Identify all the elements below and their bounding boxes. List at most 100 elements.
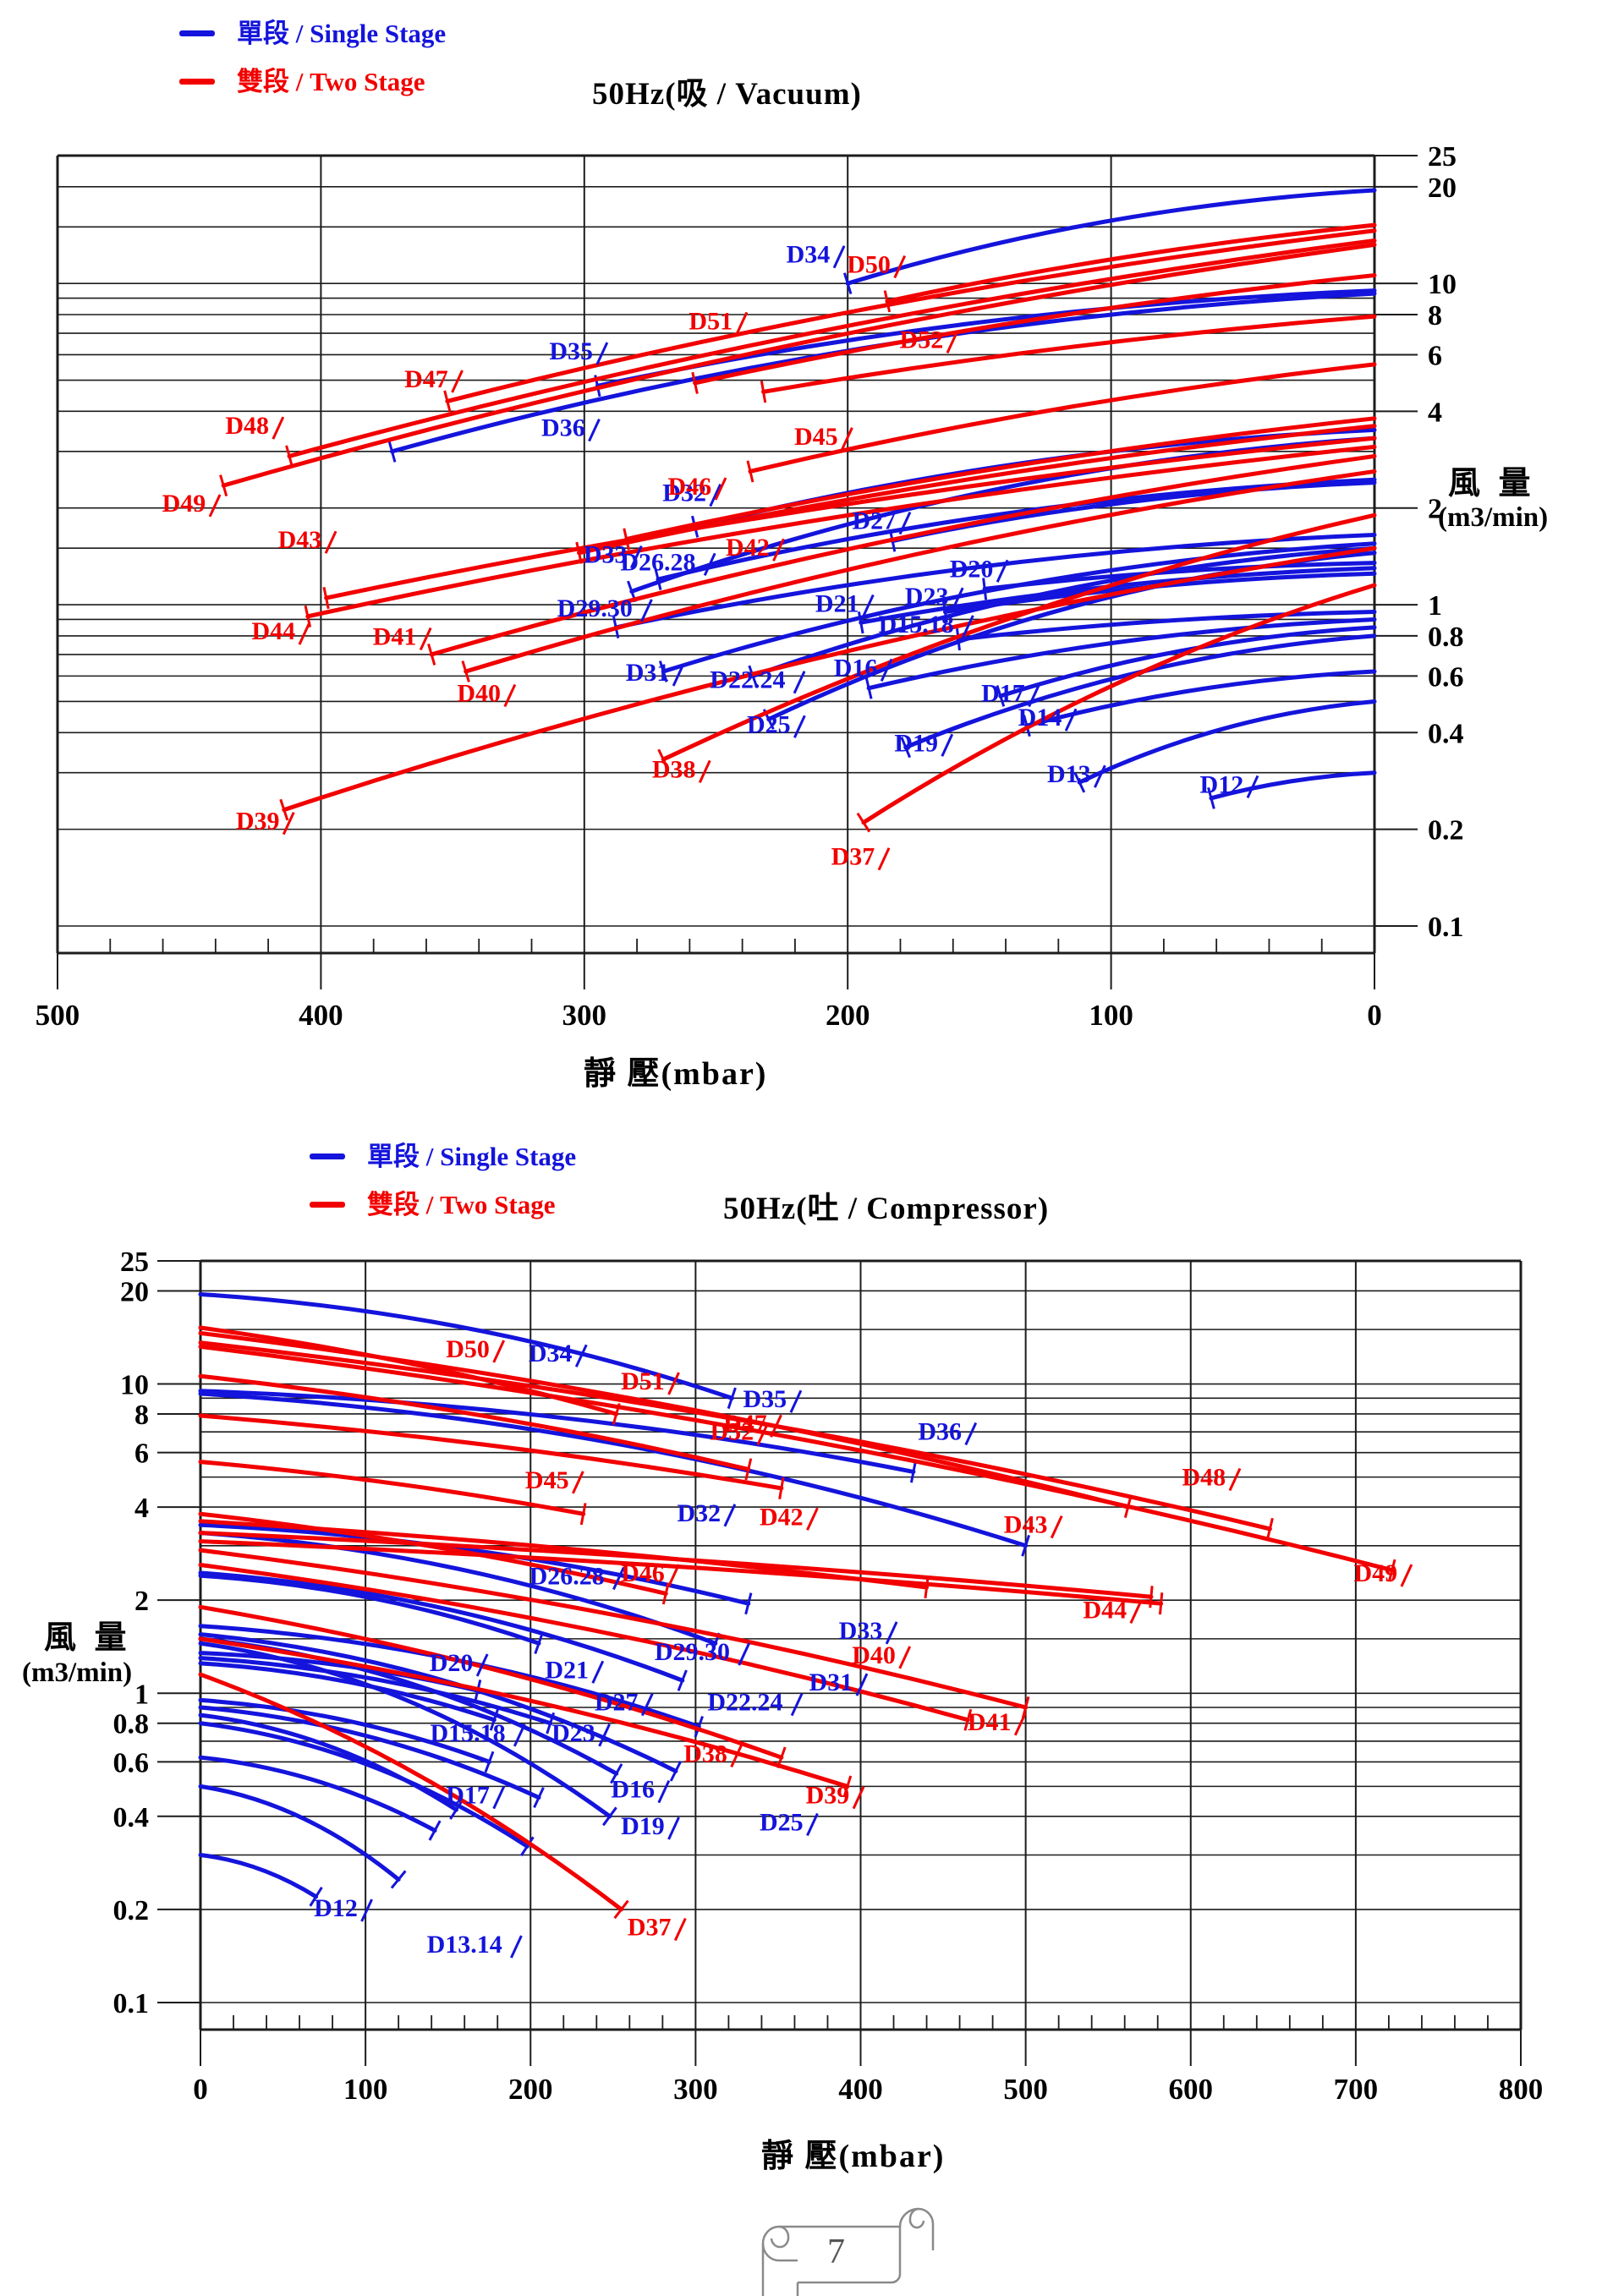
curve-label-D45: D45 xyxy=(794,423,838,451)
label-pointer-tick xyxy=(861,594,875,618)
label-pointer-tick xyxy=(698,759,711,783)
curve-D34 xyxy=(198,1291,734,1400)
curve-D44 xyxy=(198,1539,1164,1606)
curve-end-tick-D51 xyxy=(744,1458,753,1481)
curve-end-tick-D34 xyxy=(727,1387,737,1410)
curve-end-tick-D43 xyxy=(322,587,330,610)
label-pointer-tick xyxy=(598,1723,611,1747)
label-pointer-tick xyxy=(657,1779,671,1804)
curve-end-tick-D15.18 xyxy=(956,627,961,651)
curve-D49 xyxy=(221,242,1377,488)
label-pointer-tick xyxy=(772,538,785,562)
label-pointer-tick xyxy=(1050,1515,1063,1539)
label-pointer-tick xyxy=(793,715,806,738)
curve-D44 xyxy=(305,444,1377,619)
x-tick-label: 500 xyxy=(36,999,80,1032)
label-pointer-tick xyxy=(793,671,806,694)
curve-end-tick-D52 xyxy=(778,1477,785,1499)
curve-label-D26.28: D26.28 xyxy=(620,548,695,576)
curve-label-D38: D38 xyxy=(652,755,696,783)
curve-label-D46: D46 xyxy=(621,1559,665,1587)
y-axis-label-vacuum: 風 量 xyxy=(1448,466,1536,501)
curve-label-D48: D48 xyxy=(1182,1463,1226,1491)
curve-D13 xyxy=(1077,699,1377,785)
curve-end-tick-D40 xyxy=(963,1708,973,1731)
curve-label-D34: D34 xyxy=(787,241,831,269)
curve-D14 xyxy=(1024,669,1377,728)
curve-end-tick-D37 xyxy=(613,1899,629,1920)
curve-label-D41: D41 xyxy=(373,623,417,651)
curve-end-tick-D46 xyxy=(661,1582,670,1605)
curve-D15.18 xyxy=(956,610,1377,642)
label-pointer-tick xyxy=(360,1899,373,1922)
legend-item-single-stage: 單段 / Single Stage xyxy=(179,20,446,47)
curve-end-tick-D49 xyxy=(219,474,228,497)
curve-label-D44: D44 xyxy=(1083,1596,1127,1624)
label-pointer-tick xyxy=(574,1344,588,1367)
curve-D17 xyxy=(998,625,1377,699)
label-pointer-tick xyxy=(806,1812,819,1837)
curve-D35 xyxy=(198,1389,916,1474)
x-tick-label: 100 xyxy=(1089,999,1133,1032)
label-pointer-tick xyxy=(855,1673,869,1696)
curve-end-tick-D46 xyxy=(623,528,630,551)
y-tick-label: 2 xyxy=(134,1586,149,1617)
curve-D14 xyxy=(198,1755,437,1833)
curve-D49 xyxy=(198,1344,1395,1573)
y-tick-label: 0.1 xyxy=(1428,912,1464,943)
legend-compressor: 單段 / Single Stage 雙段 / Two Stage xyxy=(310,1143,576,1218)
curve-label-D42: D42 xyxy=(760,1503,804,1531)
curve-label-D31: D31 xyxy=(626,659,670,687)
curve-D21 xyxy=(198,1656,553,1726)
label-pointer-tick xyxy=(298,622,311,645)
curve-end-tick-D45 xyxy=(746,460,754,483)
x-minor-ticks xyxy=(109,939,1323,953)
label-pointer-tick xyxy=(1400,1564,1413,1587)
label-pointer-tick xyxy=(730,1744,743,1768)
curve-end-tick-D27 xyxy=(534,1632,544,1655)
curve-D48 xyxy=(198,1340,1272,1532)
label-pointer-tick xyxy=(898,511,912,535)
curve-label-D36: D36 xyxy=(918,1418,962,1446)
label-pointer-tick xyxy=(629,545,643,569)
label-pointer-tick xyxy=(595,342,609,365)
curve-end-tick-D34 xyxy=(842,272,853,295)
chart-title-vacuum: 50Hz(吸 / Vacuum) xyxy=(592,77,862,112)
curve-label-D36: D36 xyxy=(541,414,585,442)
curve-label-D37: D37 xyxy=(831,843,875,871)
curve-label-D27: D27 xyxy=(853,507,897,535)
single-stage-line-swatch xyxy=(310,1153,345,1159)
x-tick-labels: 500 400 300 200 100 0 xyxy=(36,953,1382,1032)
y-tick-label: 8 xyxy=(134,1400,149,1431)
y-tick-label: 0.4 xyxy=(113,1802,150,1833)
label-pointer-tick xyxy=(877,847,891,871)
curve-end-tick-D44 xyxy=(1158,1592,1164,1615)
y-tick-label: 0.8 xyxy=(1428,622,1464,653)
y-tick-label: 0.6 xyxy=(1428,661,1464,693)
curve-end-tick-D26.28 xyxy=(654,568,662,590)
curve-label-D19: D19 xyxy=(621,1812,665,1840)
curve-label-D15.18: D15.18 xyxy=(431,1719,506,1747)
curve-label-D27: D27 xyxy=(595,1689,639,1717)
curve-label-D38: D38 xyxy=(683,1740,727,1767)
curve-D16 xyxy=(198,1705,541,1800)
curve-end-tick-D31 xyxy=(669,1761,683,1782)
curve-label-D43: D43 xyxy=(278,526,322,554)
label-pointer-tick xyxy=(513,1723,526,1747)
curve-end-tick-D39 xyxy=(842,1775,853,1798)
curve-label-D21: D21 xyxy=(815,590,859,618)
label-pointer-tick xyxy=(790,1692,804,1717)
curve-label-D32: D32 xyxy=(662,479,706,507)
x-tick-label: 0 xyxy=(1367,999,1382,1032)
curve-label-D33: D33 xyxy=(584,541,628,569)
curve-label-D50: D50 xyxy=(847,250,891,278)
curve-end-tick-D41 xyxy=(427,644,436,666)
x-tick-label: 200 xyxy=(508,2073,553,2106)
x-tick-labels: 0 100 200 300 400 500 600 700 800 xyxy=(193,2030,1543,2106)
label-pointer-tick xyxy=(510,1935,523,1959)
curve-label-D35: D35 xyxy=(743,1385,787,1413)
label-pointer-tick xyxy=(1094,764,1106,788)
y-axis-unit-vacuum: (m3/min) xyxy=(1438,502,1549,533)
